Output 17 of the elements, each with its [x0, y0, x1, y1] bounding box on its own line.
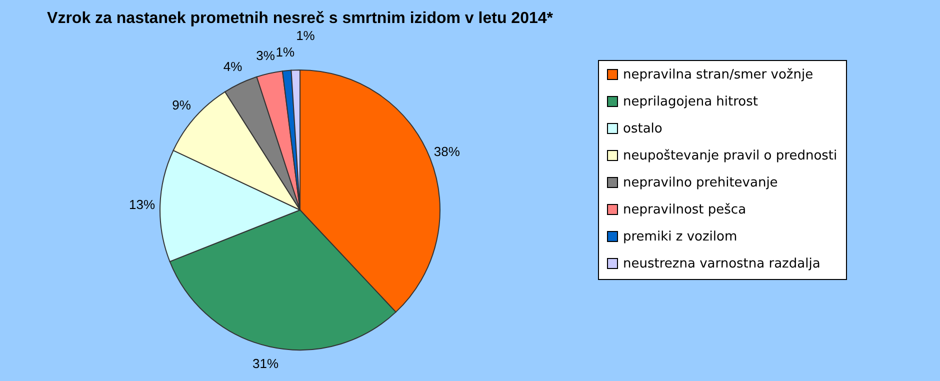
- legend-label: neupoštevanje pravil o prednosti: [623, 148, 838, 164]
- data-label: 1%: [276, 44, 295, 60]
- legend-label: neustrezna varnostna razdalja: [623, 256, 820, 272]
- data-label: 3%: [256, 48, 276, 63]
- data-label: 4%: [223, 59, 243, 74]
- data-label: 31%: [252, 356, 279, 372]
- legend-label: ostalo: [623, 122, 662, 136]
- data-label: 13%: [129, 197, 156, 212]
- data-label: 1%: [296, 28, 316, 44]
- legend-label: neprilagojena hitrost: [623, 94, 758, 110]
- data-label: 38%: [434, 144, 460, 159]
- legend-label: nepravilna stran/smer vožnje: [623, 68, 814, 82]
- chart-title: Vzrok za nastanek prometnih nesreč s smrtnim izidom v letu 2014*: [47, 10, 554, 28]
- data-label: 9%: [172, 98, 192, 113]
- legend-label: nepravilnost pešca: [623, 202, 746, 218]
- legend-label: premiki z vozilom: [623, 230, 738, 244]
- legend-label: nepravilno prehitevanje: [623, 176, 778, 190]
